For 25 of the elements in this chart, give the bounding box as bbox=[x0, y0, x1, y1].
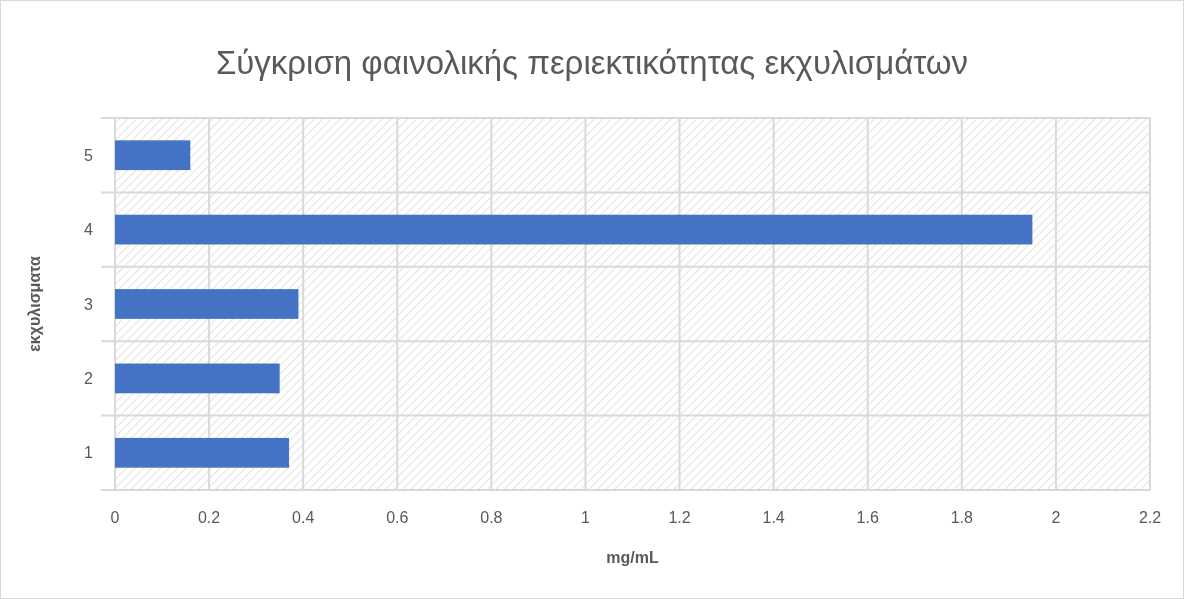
x-tick-label: 1 bbox=[581, 509, 590, 526]
x-tick-label: 0.4 bbox=[292, 509, 315, 526]
y-tick-label: 5 bbox=[84, 146, 94, 164]
y-axis-title: εκχυλισματα bbox=[26, 256, 43, 352]
x-tick-label: 2 bbox=[1051, 509, 1061, 526]
y-tick-label: 4 bbox=[84, 221, 94, 239]
bar bbox=[115, 214, 1033, 245]
x-tick-label: 1.8 bbox=[950, 509, 974, 526]
bar bbox=[115, 140, 191, 171]
x-axis-title: mg/mL bbox=[606, 549, 659, 566]
x-tick-label: 1.2 bbox=[668, 509, 691, 526]
x-tick-label: 0.2 bbox=[197, 509, 221, 526]
bar bbox=[115, 289, 299, 319]
y-tick-label: 2 bbox=[84, 370, 94, 387]
x-tick-label: 2.2 bbox=[1138, 509, 1162, 526]
bar bbox=[115, 363, 280, 394]
x-tick-label: 0 bbox=[110, 509, 120, 526]
x-tick-label: 1.6 bbox=[856, 509, 879, 526]
y-tick-label: 3 bbox=[84, 295, 94, 313]
x-tick-label: 0.8 bbox=[480, 509, 503, 526]
x-tick-label: 0.6 bbox=[386, 509, 409, 526]
chart-title: Σύγκριση φαινολικής περιεκτικότητας εκχυλισμάτων bbox=[215, 44, 969, 81]
y-tick-label: 1 bbox=[84, 444, 94, 462]
bar bbox=[115, 437, 290, 468]
x-tick-label: 1.4 bbox=[762, 509, 785, 526]
